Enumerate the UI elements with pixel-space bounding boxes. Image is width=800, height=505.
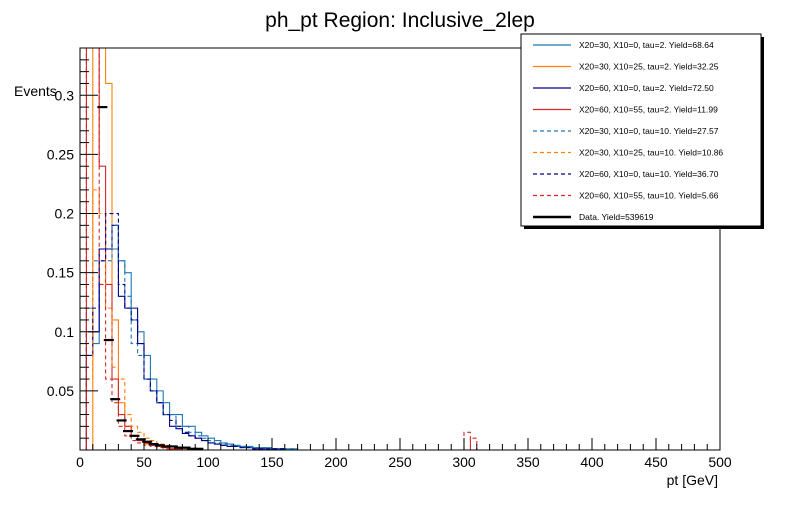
x-tick-label-350: 350 [516, 454, 540, 470]
x-tick-label-0: 0 [76, 454, 84, 470]
histogram-series-5 [80, 224, 336, 451]
legend-label-4: X20=60, X10=55, tau=2. Yield=11.99 [579, 105, 718, 115]
y-tick-label-2: 0.15 [47, 265, 74, 281]
x-tick-label-100: 100 [196, 454, 220, 470]
x-tick-label-150: 150 [260, 454, 284, 470]
legend-label-8: X20=60, X10=55, tau=10. Yield=5.66 [579, 191, 719, 201]
x-tick-label-400: 400 [580, 454, 604, 470]
x-axis-label: pt [GeV] [667, 472, 718, 488]
y-tick-label-4: 0.25 [47, 146, 74, 162]
legend-label-1: X20=30, X10=0, tau=2. Yield=68.64 [579, 40, 714, 50]
legend: X20=30, X10=0, tau=2. Yield=68.64 X20=30,… [520, 33, 764, 229]
axes: 0 50 100 150 200 250 300 350 400 450 500 0.05 0.1 0.1… [47, 47, 732, 470]
x-tick-label-250: 250 [388, 454, 412, 470]
legend-label-5: X20=30, X10=0, tau=10. Yield=27.57 [579, 126, 719, 136]
x-tick-label-200: 200 [324, 454, 348, 470]
y-axis-label: Events [14, 83, 57, 99]
y-tick-label-0: 0.05 [47, 383, 74, 399]
legend-label-3: X20=60, X10=0, tau=2. Yield=72.50 [579, 83, 714, 93]
x-tick-label-300: 300 [452, 454, 476, 470]
x-tick-label-50: 50 [136, 454, 152, 470]
y-tick-label-3: 0.2 [55, 206, 75, 222]
x-tick-label-500: 500 [708, 454, 732, 470]
legend-label-6: X20=30, X10=25, tau=10. Yield=10.86 [579, 148, 723, 158]
y-tick-label-5: 0.3 [55, 87, 75, 103]
plot-area [80, 47, 478, 451]
legend-label-2: X20=30, X10=25, tau=2. Yield=32.25 [579, 62, 719, 72]
x-tick-label-450: 450 [644, 454, 668, 470]
histogram-extra-bin-1 [463, 431, 471, 450]
legend-label-9: Data. Yield=539619 [579, 212, 654, 222]
histogram-extra-bin-2 [469, 437, 478, 450]
y-tick-label-1: 0.1 [55, 324, 75, 340]
legend-label-7: X20=60, X10=0, tau=10. Yield=36.70 [579, 169, 719, 179]
chart-title: ph_pt Region: Inclusive_2lep [265, 9, 535, 32]
